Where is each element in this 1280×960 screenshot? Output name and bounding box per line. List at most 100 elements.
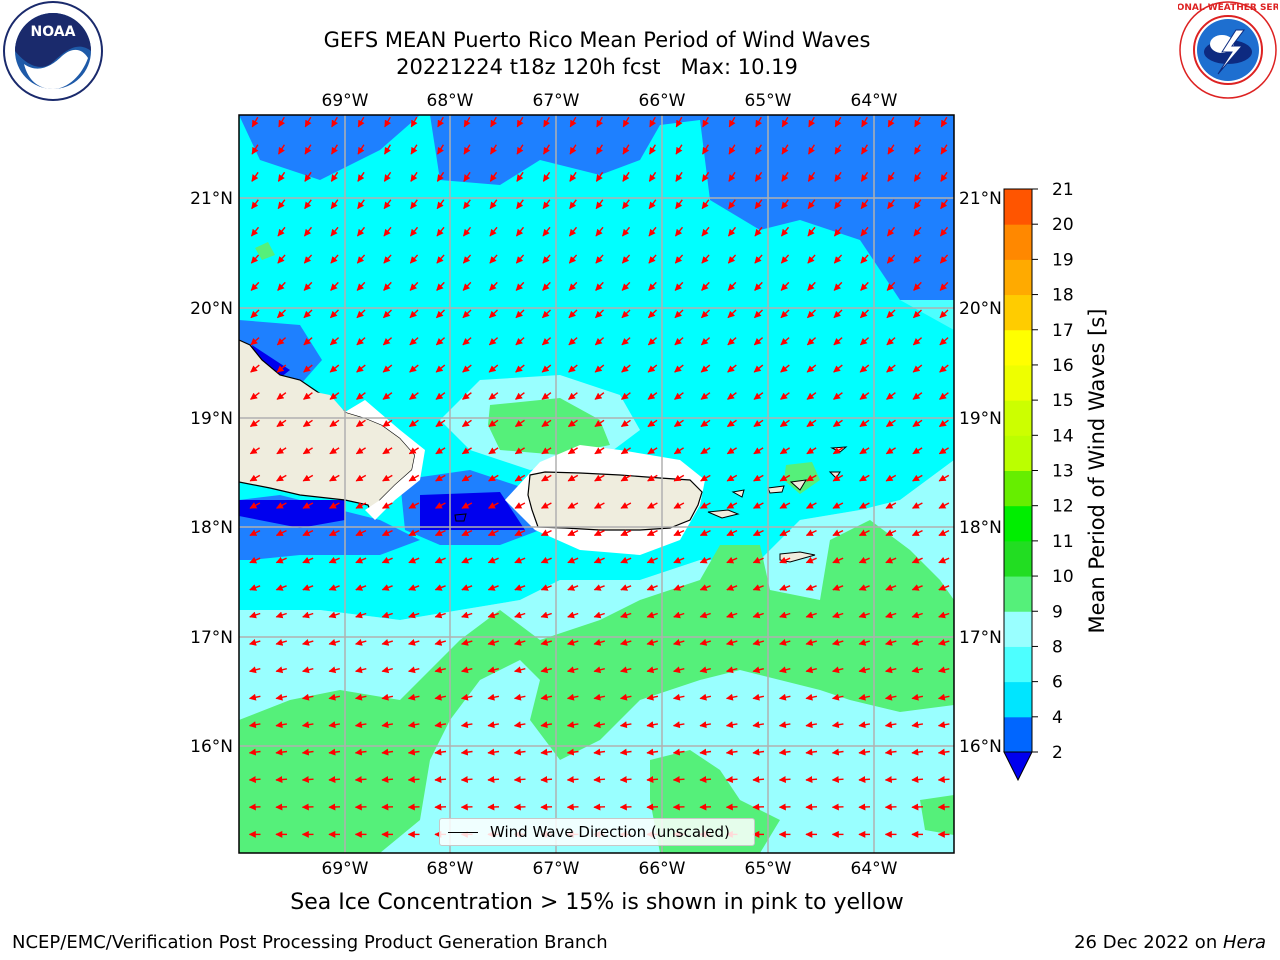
wave-direction-arrow bbox=[648, 254, 657, 264]
wave-direction-arrow bbox=[249, 639, 261, 646]
wave-direction-arrow bbox=[939, 309, 949, 319]
wave-direction-arrow bbox=[566, 693, 579, 701]
wave-direction-arrow bbox=[911, 584, 923, 591]
wave-direction-arrow bbox=[302, 502, 314, 509]
wave-direction-arrow bbox=[514, 556, 526, 564]
wave-direction-arrow bbox=[328, 556, 340, 564]
wave-direction-arrow bbox=[621, 254, 631, 264]
wave-direction-arrow bbox=[673, 584, 685, 591]
wave-direction-arrow bbox=[251, 144, 259, 155]
wave-direction-arrow bbox=[409, 309, 419, 319]
wave-direction-arrow bbox=[250, 364, 260, 373]
wave-direction-arrow bbox=[460, 776, 473, 784]
wave-direction-arrow bbox=[807, 199, 816, 210]
wave-direction-arrow bbox=[516, 144, 524, 155]
wave-direction-arrow bbox=[515, 281, 525, 291]
wave-direction-arrow bbox=[832, 666, 844, 674]
wave-direction-arrow bbox=[489, 226, 498, 237]
wave-direction-arrow bbox=[938, 502, 950, 509]
wave-direction-arrow bbox=[410, 199, 418, 210]
wave-direction-arrow bbox=[277, 171, 286, 182]
wave-direction-arrow bbox=[566, 776, 579, 784]
wave-direction-arrow bbox=[887, 171, 895, 182]
wave-direction-arrow bbox=[728, 171, 736, 182]
wave-direction-arrow bbox=[832, 639, 844, 646]
wave-direction-arrow bbox=[513, 748, 526, 756]
wave-direction-arrow bbox=[596, 144, 603, 155]
wave-direction-arrow bbox=[435, 474, 446, 482]
wave-direction-arrow bbox=[858, 776, 871, 784]
title-line-2: 20221224 t18z 120h fcst Max: 10.19 bbox=[396, 55, 798, 79]
wave-direction-arrow bbox=[593, 721, 606, 729]
title-line-1: GEFS MEAN Puerto Rico Mean Period of Win… bbox=[323, 28, 871, 52]
wave-direction-arrow bbox=[302, 639, 314, 646]
wave-direction-arrow bbox=[781, 171, 789, 182]
wave-direction-arrow bbox=[806, 419, 817, 428]
wave-direction-arrow bbox=[462, 392, 472, 400]
wave-direction-arrow bbox=[673, 666, 685, 674]
wave-direction-arrow bbox=[543, 116, 550, 128]
wave-direction-arrow bbox=[328, 502, 340, 509]
wave-direction-arrow bbox=[833, 226, 843, 237]
wave-direction-arrow bbox=[940, 199, 948, 210]
lat-label-left: 18°N bbox=[190, 518, 233, 538]
colorbar-tick-label: 6 bbox=[1052, 673, 1063, 693]
wave-direction-arrow bbox=[487, 666, 499, 674]
wave-direction-arrow bbox=[806, 447, 817, 455]
wave-direction-arrow bbox=[407, 693, 420, 701]
wave-direction-arrow bbox=[568, 226, 578, 237]
wave-direction-arrow bbox=[355, 474, 367, 482]
colorbar-segment bbox=[1004, 611, 1032, 647]
wave-direction-arrow bbox=[489, 199, 498, 210]
wave-direction-arrow bbox=[487, 529, 499, 537]
wave-direction-arrow bbox=[249, 474, 261, 482]
wave-direction-arrow bbox=[911, 502, 923, 509]
wave-direction-arrow bbox=[595, 254, 604, 264]
wave-direction-arrow bbox=[832, 556, 844, 564]
map-figure: 69°W 68°W 67°W 66°W 65°W 64°W 69°W 68°W … bbox=[190, 91, 1109, 879]
wave-direction-arrow bbox=[408, 584, 420, 591]
wave-direction-arrow bbox=[436, 199, 445, 210]
wave-direction-arrow bbox=[752, 748, 765, 756]
wave-direction-arrow bbox=[755, 116, 762, 128]
wave-direction-arrow bbox=[248, 693, 261, 701]
wave-direction-arrow bbox=[567, 584, 579, 591]
map-area bbox=[239, 115, 954, 853]
wave-direction-arrow bbox=[383, 254, 392, 264]
wave-direction-arrow bbox=[461, 584, 473, 591]
wave-direction-arrow bbox=[304, 144, 312, 155]
wave-direction-arrow bbox=[276, 337, 287, 346]
wave-direction-arrow bbox=[805, 584, 817, 591]
wave-direction-arrow bbox=[435, 419, 446, 428]
wave-direction-arrow bbox=[568, 364, 578, 373]
generation-date: 26 Dec 2022 on Hera bbox=[1074, 932, 1266, 953]
wave-direction-arrow bbox=[513, 721, 526, 729]
wave-direction-arrow bbox=[408, 529, 420, 537]
wave-direction-arrow bbox=[490, 116, 497, 128]
wave-direction-arrow bbox=[833, 392, 843, 400]
wave-direction-arrow bbox=[461, 447, 472, 455]
wave-direction-arrow bbox=[702, 116, 709, 128]
wave-direction-arrow bbox=[463, 171, 471, 182]
wave-direction-arrow bbox=[354, 776, 367, 784]
wave-direction-arrow bbox=[834, 199, 842, 210]
wave-direction-arrow bbox=[859, 392, 870, 400]
wave-direction-arrow bbox=[912, 447, 923, 455]
lat-label-left: 16°N bbox=[190, 737, 233, 757]
wave-direction-arrow bbox=[621, 226, 631, 237]
wave-direction-arrow bbox=[329, 364, 340, 373]
wave-direction-arrow bbox=[568, 281, 578, 291]
wave-direction-arrow bbox=[275, 666, 287, 674]
wave-direction-arrow bbox=[699, 748, 712, 756]
wave-direction-arrow bbox=[622, 144, 630, 155]
wave-direction-arrow bbox=[278, 144, 285, 155]
wave-direction-arrow bbox=[806, 337, 817, 346]
wave-direction-arrow bbox=[541, 337, 552, 346]
wave-direction-arrow bbox=[594, 474, 605, 482]
wave-direction-arrow bbox=[301, 693, 314, 701]
wave-direction-arrow bbox=[832, 611, 844, 619]
wave-direction-arrow bbox=[249, 447, 260, 455]
wave-direction-arrow bbox=[621, 309, 631, 319]
wave-direction-arrow bbox=[727, 226, 737, 237]
wave-direction-arrow bbox=[487, 584, 499, 591]
